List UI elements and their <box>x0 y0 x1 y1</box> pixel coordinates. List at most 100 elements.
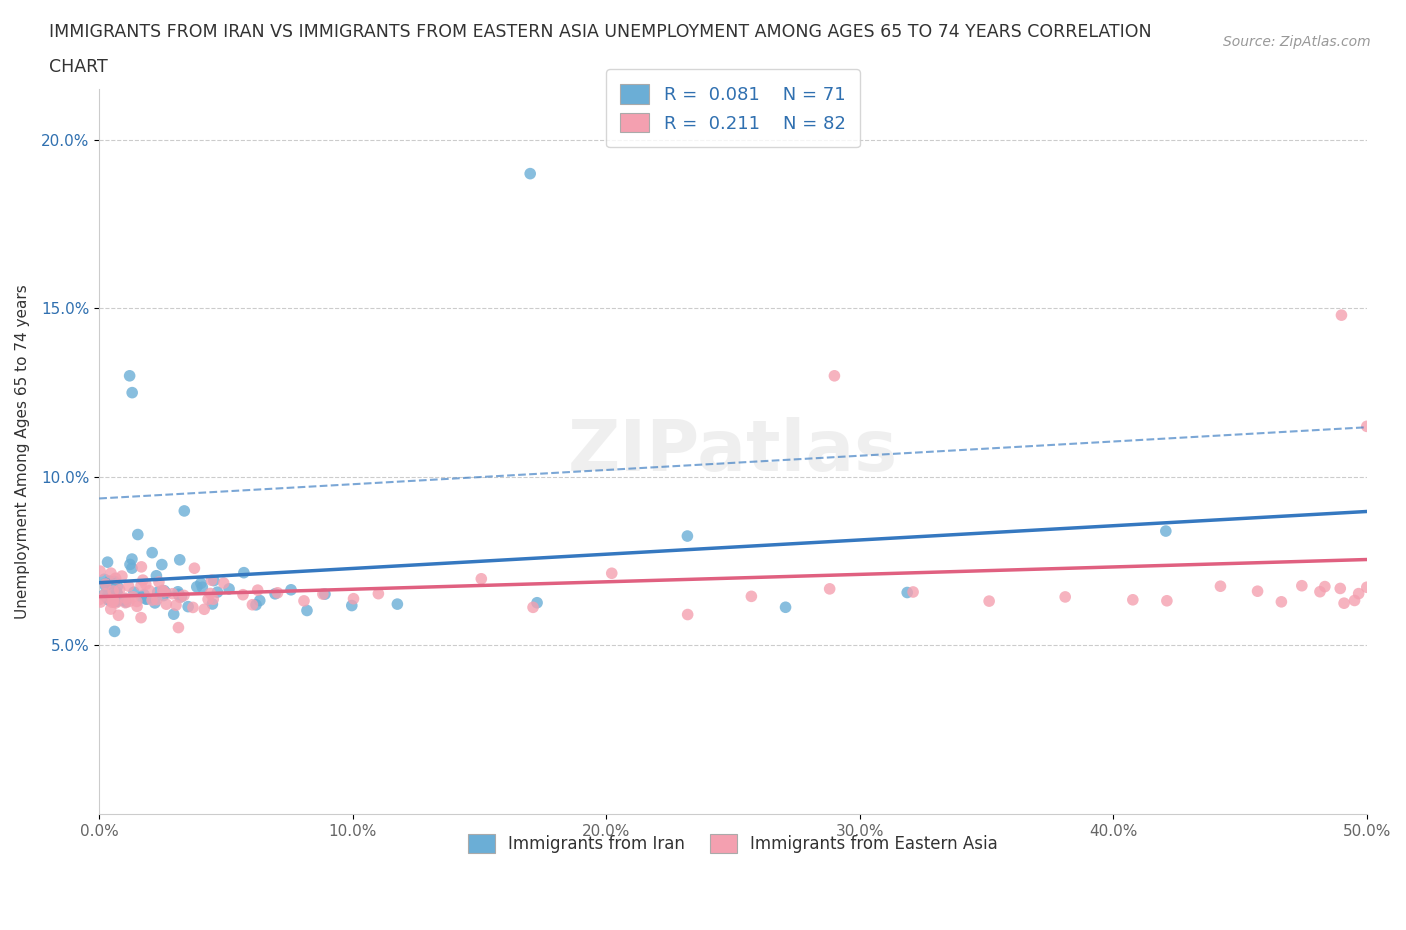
Point <box>823 368 845 383</box>
Point <box>94 577 117 591</box>
Point <box>218 581 240 596</box>
Point <box>193 602 215 617</box>
Point <box>202 573 225 588</box>
Point <box>387 597 409 612</box>
Point <box>89 564 111 578</box>
Point <box>101 595 124 610</box>
Point <box>1333 596 1355 611</box>
Point <box>202 591 225 606</box>
Point <box>105 593 128 608</box>
Point <box>197 591 219 606</box>
Point <box>167 584 190 599</box>
Point <box>135 577 157 591</box>
Point <box>101 576 124 591</box>
Point <box>519 166 541 181</box>
Point <box>122 585 145 600</box>
Point <box>122 590 145 604</box>
Point <box>94 587 117 602</box>
Point <box>104 595 127 610</box>
Point <box>138 583 160 598</box>
Point <box>170 590 193 604</box>
Point <box>107 578 129 593</box>
Point <box>1246 584 1268 599</box>
Point <box>141 545 163 560</box>
Point <box>111 568 134 583</box>
Text: CHART: CHART <box>49 58 108 75</box>
Point <box>1154 524 1177 538</box>
Point <box>89 592 111 607</box>
Point <box>103 592 125 607</box>
Point <box>112 592 135 607</box>
Point <box>94 577 117 591</box>
Point <box>93 572 115 587</box>
Point <box>232 587 254 602</box>
Point <box>1355 579 1378 594</box>
Point <box>100 602 122 617</box>
Point <box>896 585 918 600</box>
Point <box>148 575 170 590</box>
Point <box>118 557 141 572</box>
Point <box>200 573 222 588</box>
Point <box>312 587 335 602</box>
Point <box>118 368 141 383</box>
Point <box>740 589 762 604</box>
Point <box>266 585 288 600</box>
Point <box>242 597 264 612</box>
Point <box>93 588 115 603</box>
Point <box>131 590 153 604</box>
Point <box>145 568 167 583</box>
Point <box>526 595 548 610</box>
Point <box>1309 584 1331 599</box>
Point <box>165 598 187 613</box>
Point <box>181 600 204 615</box>
Point <box>1156 593 1178 608</box>
Point <box>115 594 138 609</box>
Point <box>169 590 191 604</box>
Point <box>295 603 318 618</box>
Point <box>104 592 127 607</box>
Point <box>1054 590 1077 604</box>
Point <box>143 595 166 610</box>
Point <box>173 503 195 518</box>
Point <box>190 576 212 591</box>
Point <box>600 565 623 580</box>
Point <box>125 599 148 614</box>
Text: Source: ZipAtlas.com: Source: ZipAtlas.com <box>1223 35 1371 49</box>
Point <box>135 591 157 606</box>
Point <box>340 598 363 613</box>
Point <box>152 588 174 603</box>
Point <box>212 576 235 591</box>
Point <box>101 583 124 598</box>
Point <box>292 593 315 608</box>
Point <box>186 579 208 594</box>
Point <box>1347 586 1369 601</box>
Point <box>125 594 148 609</box>
Point <box>775 600 797 615</box>
Point <box>1355 418 1378 433</box>
Point <box>979 593 1001 608</box>
Point <box>280 582 302 597</box>
Point <box>1343 593 1365 608</box>
Point <box>342 591 364 606</box>
Point <box>129 578 152 593</box>
Point <box>1313 579 1336 594</box>
Point <box>121 551 143 566</box>
Point <box>96 591 118 605</box>
Point <box>134 588 156 603</box>
Point <box>121 385 143 400</box>
Point <box>162 586 184 601</box>
Point <box>98 574 121 589</box>
Point <box>167 588 190 603</box>
Point <box>200 586 222 601</box>
Point <box>118 594 141 609</box>
Point <box>129 610 152 625</box>
Point <box>135 591 157 606</box>
Text: IMMIGRANTS FROM IRAN VS IMMIGRANTS FROM EASTERN ASIA UNEMPLOYMENT AMONG AGES 65 : IMMIGRANTS FROM IRAN VS IMMIGRANTS FROM … <box>49 23 1152 41</box>
Point <box>114 595 136 610</box>
Point <box>114 591 136 605</box>
Point <box>94 579 117 594</box>
Point <box>901 585 924 600</box>
Point <box>104 571 127 586</box>
Point <box>152 583 174 598</box>
Point <box>367 586 389 601</box>
